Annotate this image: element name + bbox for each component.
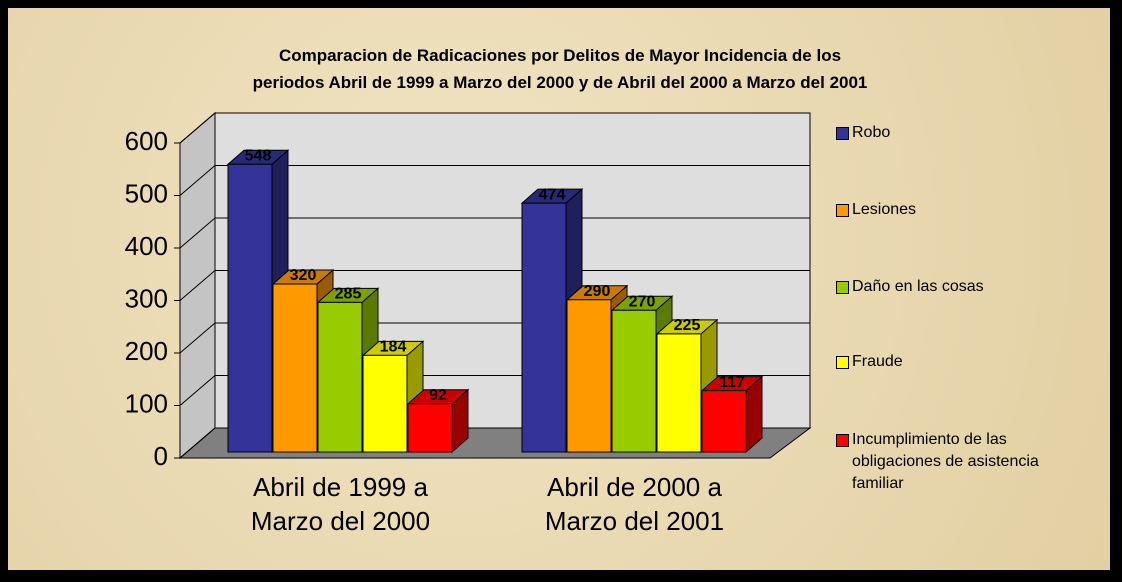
bar-front [362,354,408,453]
grid-line-side [179,322,216,354]
bar-front [656,333,702,453]
legend-swatch [836,356,849,369]
value-label: 225 [674,317,701,334]
value-label: 92 [429,387,447,404]
bar-front [407,403,453,453]
legend-swatch [836,127,849,140]
bar [700,375,764,454]
bar [406,388,470,454]
value-label: 320 [290,267,317,284]
bar-front [701,390,747,453]
legend-label: Fraude [852,353,903,370]
y-tick-label: 500 [125,178,168,208]
y-tick-label: 100 [125,388,168,418]
y-tick-label: 300 [125,283,168,313]
value-label: 270 [629,293,656,310]
legend-label: Lesiones [852,201,917,218]
legend-swatch [836,281,849,294]
y-tick-label: 600 [125,126,168,156]
value-label: 474 [539,186,566,203]
legend-label: Incumplimiento de las obligaciones de as… [852,431,1039,492]
value-label: 290 [584,283,611,300]
value-label: 548 [245,148,272,165]
bar-front [227,163,273,453]
value-label: 117 [719,374,745,391]
y-tick-label: 0 [154,441,168,471]
legend-label: Robo [852,124,891,141]
grid-line-side [179,270,216,301]
bar-front [317,301,363,453]
bar-front [272,283,318,453]
grid-line-side [179,427,216,459]
bar-front [611,309,657,453]
grid-line-side [179,112,216,144]
grid-line-side [179,217,216,249]
y-tick-label: 200 [125,336,168,366]
value-label: 184 [380,339,407,356]
value-label: 285 [335,286,362,303]
chart-title: Comparacion de Radicaciones por Delitos … [252,46,868,92]
y-tick-label: 400 [125,231,168,261]
bar-front [566,299,612,453]
legend-swatch [836,204,849,217]
x-tick-label: Abril de 2000 a Marzo del 2001 [544,472,725,536]
grid-line-side [179,375,216,406]
legend-swatch [836,434,849,447]
legend-label: Daño en las cosas [852,278,984,295]
grid-line-side [179,165,216,196]
x-tick-label: Abril de 1999 a Marzo del 2000 [250,472,431,536]
bar-front [521,202,567,453]
